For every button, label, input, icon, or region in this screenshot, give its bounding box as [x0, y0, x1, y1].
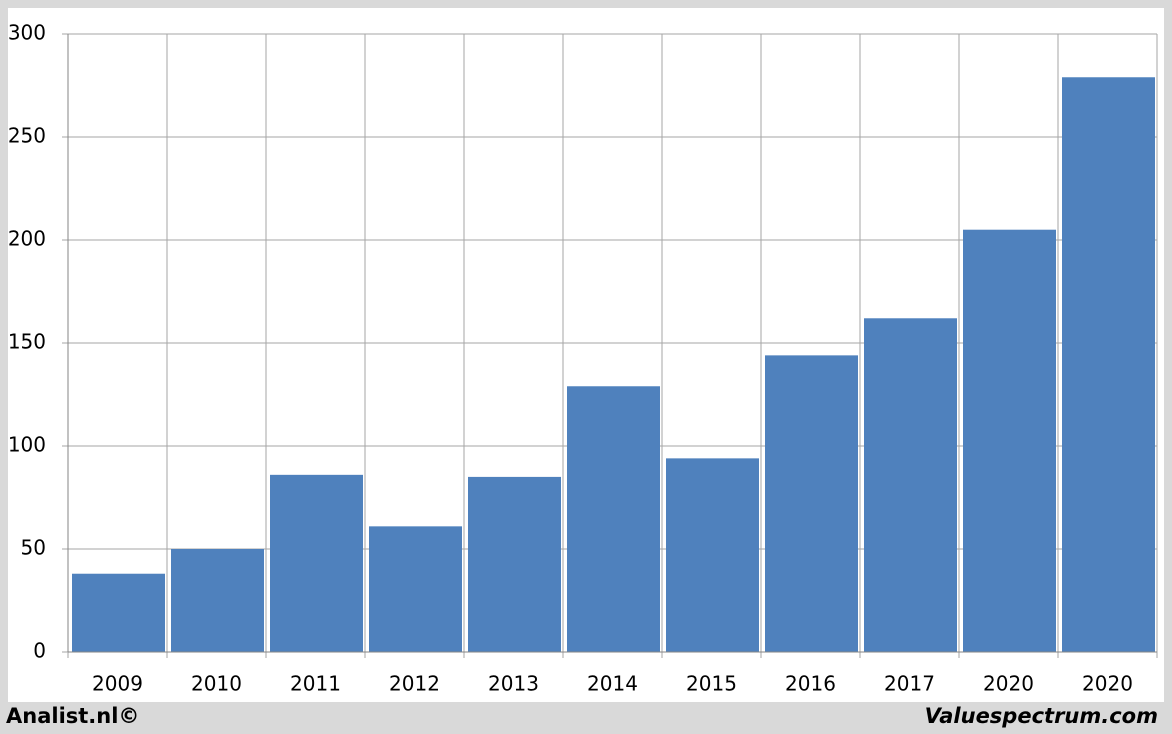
x-tick-label: 2009: [92, 672, 143, 696]
bar: [270, 474, 363, 652]
x-tick-label: 2014: [587, 672, 638, 696]
x-tick-label: 2013: [488, 672, 539, 696]
x-tick-label: 2017: [884, 672, 935, 696]
bar: [864, 318, 957, 652]
x-tick-label: 2015: [686, 672, 737, 696]
bar: [666, 458, 759, 652]
y-tick-label: 250: [8, 124, 46, 148]
footer-left: Analist.nl©: [6, 704, 139, 728]
y-tick-label: 0: [33, 639, 46, 663]
x-tick-label: 2020: [983, 672, 1034, 696]
bar: [468, 476, 561, 652]
bar: [1062, 77, 1155, 652]
x-tick-label: 2010: [191, 672, 242, 696]
bar: [567, 386, 660, 652]
x-tick-label: 2020: [1082, 672, 1133, 696]
bar: [72, 573, 165, 652]
bar: [171, 549, 264, 652]
x-tick-label: 2011: [290, 672, 341, 696]
footer-right: Valuespectrum.com: [925, 704, 1158, 728]
x-tick-label: 2016: [785, 672, 836, 696]
x-tick-label: 2012: [389, 672, 440, 696]
y-tick-label: 200: [8, 227, 46, 251]
y-tick-label: 100: [8, 433, 46, 457]
y-tick-label: 300: [8, 21, 46, 45]
y-tick-label: 50: [21, 536, 46, 560]
y-tick-label: 150: [8, 330, 46, 354]
bar: [369, 526, 462, 652]
bar: [765, 355, 858, 652]
bar: [963, 229, 1056, 652]
